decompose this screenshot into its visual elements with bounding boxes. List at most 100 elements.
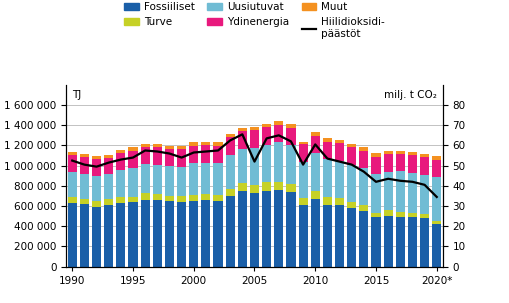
Bar: [104, 175, 113, 199]
Bar: [165, 196, 174, 201]
Bar: [262, 191, 271, 267]
Bar: [323, 159, 332, 197]
Bar: [92, 201, 101, 207]
Bar: [420, 218, 429, 267]
Bar: [213, 201, 222, 267]
Bar: [408, 152, 417, 155]
Bar: [262, 145, 271, 182]
Bar: [262, 127, 271, 145]
Bar: [299, 145, 307, 162]
Bar: [177, 146, 186, 149]
Legend: Fossiiliset, Turve, Uusiutuvat, Ydinenergia, Muut, Hiilidioksidi-
päästöt: Fossiiliset, Turve, Uusiutuvat, Ydinener…: [121, 0, 388, 42]
Bar: [153, 147, 162, 165]
Bar: [128, 202, 137, 267]
Bar: [140, 193, 150, 200]
Bar: [372, 153, 381, 157]
Bar: [323, 142, 332, 159]
Bar: [238, 191, 247, 267]
Bar: [238, 148, 247, 183]
Bar: [274, 181, 284, 190]
Bar: [335, 140, 344, 143]
Bar: [92, 176, 101, 201]
Bar: [116, 197, 125, 203]
Bar: [177, 149, 186, 167]
Bar: [189, 142, 199, 146]
Bar: [189, 195, 199, 201]
Bar: [372, 174, 381, 213]
Bar: [262, 182, 271, 191]
Bar: [128, 147, 137, 151]
Bar: [359, 205, 369, 211]
Bar: [213, 195, 222, 201]
Bar: [128, 168, 137, 197]
Bar: [140, 144, 150, 147]
Bar: [359, 211, 369, 267]
Bar: [104, 205, 113, 267]
Bar: [250, 185, 259, 193]
Bar: [310, 153, 320, 191]
Bar: [250, 131, 259, 148]
Bar: [384, 172, 393, 210]
Bar: [274, 125, 284, 142]
Bar: [202, 145, 210, 163]
Bar: [250, 193, 259, 267]
Bar: [104, 158, 113, 175]
Bar: [153, 194, 162, 201]
Bar: [189, 163, 199, 195]
Bar: [287, 128, 296, 145]
Bar: [202, 163, 210, 194]
Bar: [408, 155, 417, 172]
Bar: [225, 137, 235, 155]
Bar: [432, 160, 441, 177]
Bar: [420, 175, 429, 214]
Bar: [225, 155, 235, 189]
Bar: [116, 153, 125, 170]
Bar: [238, 128, 247, 131]
Bar: [359, 148, 369, 151]
Bar: [92, 155, 101, 159]
Bar: [335, 143, 344, 161]
Bar: [372, 218, 381, 267]
Bar: [202, 142, 210, 145]
Bar: [213, 146, 222, 163]
Bar: [287, 192, 296, 267]
Bar: [68, 197, 77, 202]
Bar: [80, 154, 89, 157]
Bar: [432, 225, 441, 267]
Bar: [202, 194, 210, 201]
Bar: [153, 165, 162, 194]
Bar: [384, 210, 393, 216]
Bar: [299, 198, 307, 205]
Bar: [323, 138, 332, 142]
Bar: [116, 150, 125, 153]
Text: TJ: TJ: [72, 90, 81, 100]
Bar: [225, 134, 235, 137]
Bar: [323, 197, 332, 205]
Bar: [165, 166, 174, 196]
Bar: [287, 145, 296, 184]
Bar: [177, 167, 186, 196]
Bar: [140, 165, 150, 193]
Bar: [68, 202, 77, 267]
Bar: [153, 201, 162, 267]
Bar: [140, 147, 150, 165]
Bar: [104, 155, 113, 158]
Bar: [395, 217, 405, 267]
Bar: [202, 201, 210, 267]
Bar: [92, 207, 101, 267]
Bar: [128, 151, 137, 168]
Bar: [359, 151, 369, 168]
Bar: [347, 208, 356, 267]
Bar: [372, 157, 381, 174]
Bar: [420, 154, 429, 157]
Text: milj. t CO₂: milj. t CO₂: [384, 90, 437, 100]
Bar: [274, 121, 284, 125]
Bar: [299, 142, 307, 145]
Bar: [177, 196, 186, 202]
Bar: [384, 151, 393, 154]
Bar: [347, 144, 356, 147]
Bar: [92, 159, 101, 176]
Bar: [274, 142, 284, 181]
Bar: [238, 131, 247, 148]
Bar: [153, 144, 162, 147]
